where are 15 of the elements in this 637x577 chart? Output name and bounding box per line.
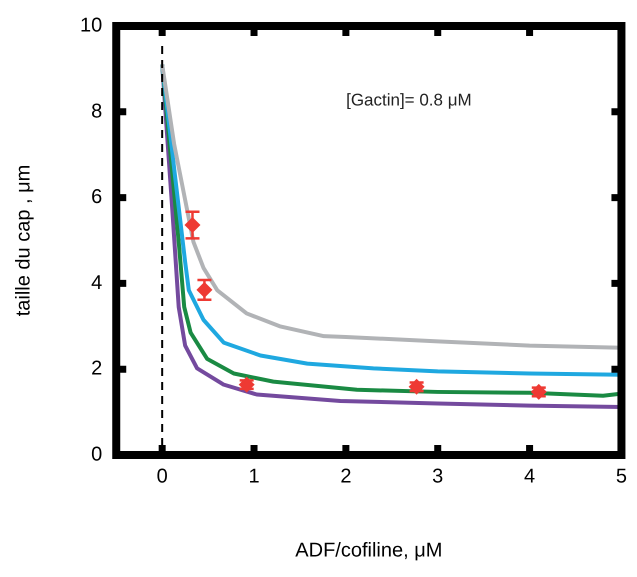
x-axis-title: ADF/cofiline, μM	[295, 540, 442, 562]
x-tick-label: 4	[524, 466, 536, 488]
x-tick-label: 1	[248, 466, 260, 488]
x-tick-label: 0	[156, 466, 168, 488]
y-tick-label: 2	[91, 358, 102, 380]
x-tick-label: 5	[616, 466, 627, 488]
y-tick-label: 10	[80, 14, 102, 37]
y-tick-label: 8	[91, 100, 102, 122]
x-tick-label: 2	[340, 466, 352, 488]
y-tick-label: 0	[91, 444, 102, 466]
y-axis-title: taille du cap , μm	[12, 164, 35, 316]
x-tick-label: 3	[432, 466, 444, 488]
annotation: [Gactin]= 0.8 μM	[346, 90, 472, 110]
y-tick-label: 6	[91, 186, 102, 208]
y-tick-label: 4	[91, 272, 102, 294]
